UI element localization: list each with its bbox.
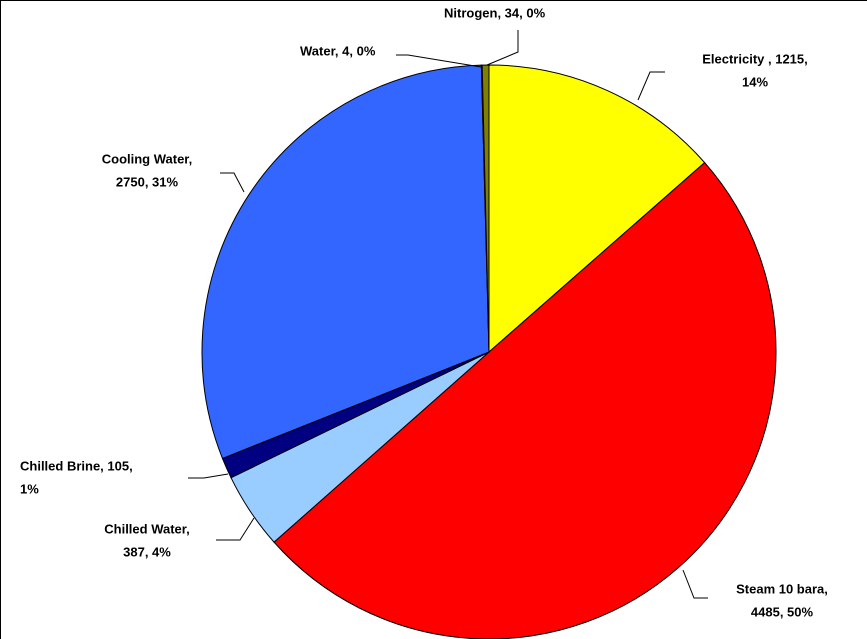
data-label: 1% (20, 481, 39, 496)
data-label: Steam 10 bara, (736, 581, 828, 596)
leader-line (220, 172, 245, 193)
data-label: Chilled Water, (104, 521, 189, 536)
leader-line (637, 71, 665, 101)
pie-slice (273, 161, 777, 639)
data-label: Water, 4, 0% (300, 43, 376, 58)
data-label: 4485, 50% (751, 604, 814, 619)
data-label: Electricity , 1215, (702, 51, 808, 66)
leader-line (486, 30, 519, 66)
leader-line (216, 517, 255, 541)
leader-line (188, 473, 229, 479)
data-label: Cooling Water, (102, 151, 193, 166)
data-label: 14% (742, 74, 768, 89)
pie-slice (481, 64, 490, 353)
data-label: Chilled Brine, 105, (20, 458, 133, 473)
data-label: Nitrogen, 34, 0% (444, 5, 546, 20)
leader-line (682, 569, 708, 599)
pie-slice (201, 64, 490, 460)
data-label: 2750, 31% (116, 174, 179, 189)
pie-slice (488, 64, 706, 354)
leader-line (396, 54, 482, 68)
data-label: 387, 4% (123, 544, 171, 559)
